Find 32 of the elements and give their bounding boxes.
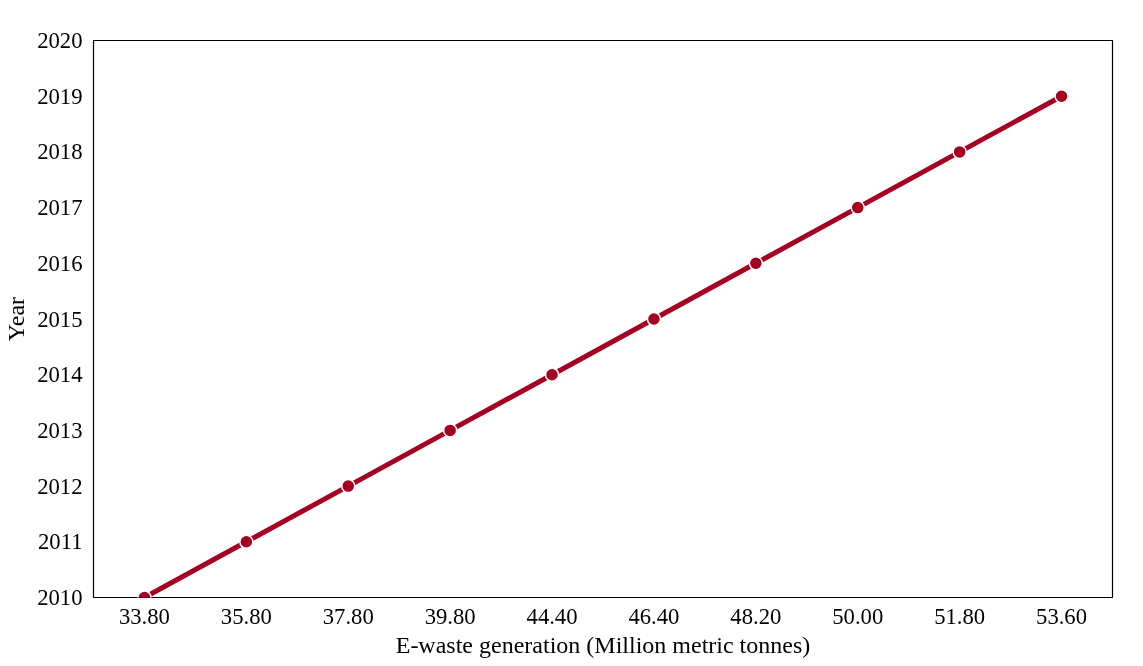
x-tick-label: 44.40 <box>526 603 578 629</box>
y-tick-label: 2018 <box>37 139 83 165</box>
y-tick-label: 2016 <box>37 250 83 276</box>
x-tick-label: 35.80 <box>220 603 272 629</box>
y-tick-label: 2013 <box>37 417 83 443</box>
x-tick-label: 37.80 <box>322 603 374 629</box>
point <box>646 311 662 327</box>
y-tick-label: 2020 <box>37 28 83 53</box>
y-tick-label: 2019 <box>37 83 83 109</box>
y-tick-label: 2010 <box>37 585 83 610</box>
x-tick-label: 50.00 <box>832 603 884 629</box>
x-axis-title: E-waste generation (Million metric tonnes) <box>395 631 811 658</box>
point <box>442 423 458 438</box>
point <box>850 200 865 215</box>
point <box>952 144 967 160</box>
x-tick-label: 39.80 <box>424 603 476 629</box>
y-tick-label: 2011 <box>38 529 83 555</box>
point <box>341 478 356 494</box>
y-tick-label: 2017 <box>37 195 83 221</box>
point <box>544 367 560 382</box>
x-tick-label: 33.80 <box>118 603 170 629</box>
point <box>239 534 254 550</box>
x-tick-label: 53.60 <box>1036 603 1088 629</box>
y-tick-label: 2014 <box>37 362 83 388</box>
y-tick-label: 2012 <box>37 473 83 499</box>
y-tick-label: 2015 <box>37 306 83 332</box>
x-tick-label: 51.80 <box>934 603 986 629</box>
point <box>1054 88 1069 104</box>
x-tick-label: 46.40 <box>628 603 680 629</box>
x-tick-label: 48.20 <box>730 603 782 629</box>
point <box>748 256 764 271</box>
y-axis-title: Year <box>3 296 30 342</box>
